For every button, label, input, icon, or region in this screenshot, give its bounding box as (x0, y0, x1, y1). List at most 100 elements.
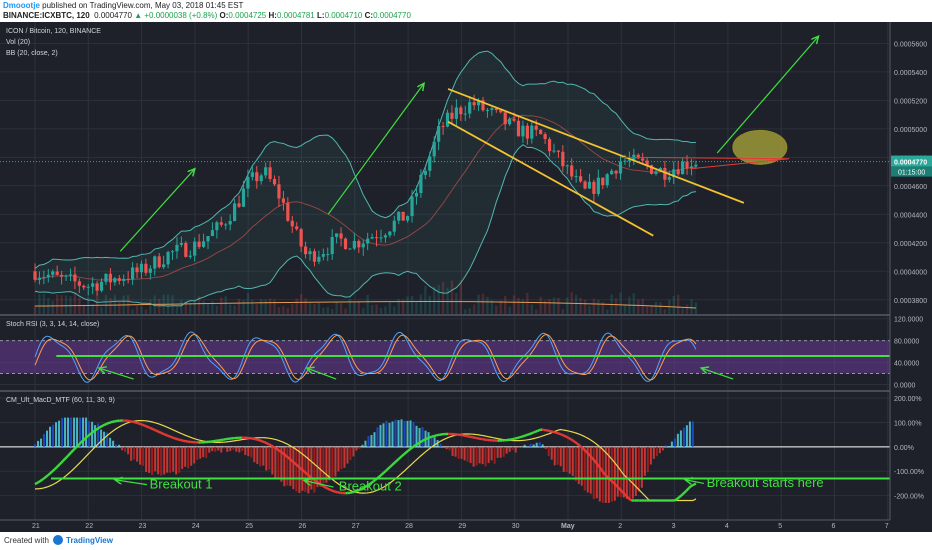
macd-histogram-bar (688, 421, 691, 447)
time-tick-label: 24 (192, 523, 200, 530)
bb-upper (34, 50, 696, 269)
candle-body (552, 150, 556, 152)
candle (379, 229, 383, 243)
candle-body (441, 126, 445, 128)
volume-bar (60, 295, 63, 314)
macd-histogram-bar (361, 444, 364, 447)
macd-line-segment (303, 470, 307, 474)
candle (228, 214, 232, 231)
author-link[interactable]: Dmoootje (3, 1, 40, 10)
macd-histogram-bar (490, 446, 493, 461)
volume-bar (202, 300, 205, 314)
candle (122, 274, 126, 287)
candle (388, 230, 392, 238)
candle-body (60, 274, 64, 277)
candle (250, 165, 254, 181)
macd-histogram-bar (61, 417, 64, 447)
macd-line-segment (581, 446, 585, 450)
candle-body (574, 176, 578, 178)
macd-histogram-bar (607, 446, 610, 503)
macd-histogram-bar (304, 446, 307, 493)
macd-line-segment (561, 433, 565, 437)
candle-body (73, 274, 77, 282)
volume-bar (406, 296, 409, 314)
macd-line-segment (325, 486, 329, 490)
macd-histogram-bar (556, 446, 559, 465)
volume-bar (508, 306, 511, 314)
candle (170, 250, 175, 260)
volume-bar (104, 294, 108, 314)
volume-bar (588, 306, 591, 314)
candle-body (108, 273, 113, 283)
macd-histogram-bar (109, 437, 112, 447)
macd-histogram-bar (364, 440, 367, 447)
candle-body (206, 236, 210, 242)
macd-line-segment (60, 460, 64, 464)
tradingview-logo-icon[interactable] (53, 535, 63, 545)
stoch-tick-label: 80.0000 (894, 339, 919, 346)
macd-histogram-bar (568, 446, 571, 474)
macd-line-segment (612, 481, 616, 486)
candle-body (219, 222, 223, 225)
macd-histogram-bar (286, 446, 289, 486)
macd-histogram-bar (73, 417, 76, 447)
macd-histogram-bar (358, 446, 361, 449)
macd-histogram-bar (529, 443, 532, 447)
macd-line-segment (150, 427, 153, 430)
macd-line-segment (579, 445, 583, 449)
candle-body (277, 184, 281, 199)
macd-line-segment (141, 423, 145, 427)
macd-histogram-bar (574, 446, 577, 482)
macd-line-segment (65, 454, 69, 459)
candles[interactable] (0, 94, 890, 296)
macd-tick-label: 200.00% (894, 396, 922, 403)
macd-line-segment (166, 434, 170, 438)
volume-bar (681, 308, 684, 314)
candle (578, 168, 583, 184)
macd-line-segment (688, 485, 692, 489)
macd-line-segment (328, 488, 332, 492)
volume-bar (393, 306, 396, 314)
candle (206, 235, 210, 250)
candle-body (596, 177, 600, 194)
candle (157, 252, 161, 269)
macd-histogram-bar (292, 446, 295, 490)
macd-histogram-bar (565, 446, 568, 473)
macd-histogram-bar (433, 437, 436, 447)
macd-line-segment (384, 468, 388, 473)
tradingview-brand[interactable]: TradingView (66, 536, 113, 545)
macd-histogram-bar (211, 446, 214, 452)
macd-histogram-bar (481, 446, 484, 465)
candle-body (259, 175, 263, 182)
volume-bar (477, 294, 480, 314)
macd-line-segment (407, 448, 411, 452)
candle-body (91, 283, 95, 287)
candle (463, 105, 467, 122)
candle-body (51, 271, 55, 275)
volume-bar (441, 281, 445, 314)
macd-line-segment (361, 486, 365, 490)
trading-chart[interactable]: Breakout 1 Breakout 2 Breakout starts here… (0, 22, 932, 532)
candle (521, 120, 525, 143)
macd-line-segment (429, 435, 432, 439)
annotations[interactable]: Breakout 1 Breakout 2 Breakout starts here (99, 36, 824, 494)
macd-histogram-bar (451, 446, 454, 457)
macd-line-segment (686, 486, 691, 491)
candle-body (481, 100, 485, 111)
candle (672, 161, 676, 185)
candle-body (614, 170, 618, 174)
candle (312, 248, 317, 267)
candle (516, 115, 521, 137)
macd-line-segment (63, 456, 68, 460)
candle (139, 260, 144, 279)
candle-body (583, 181, 587, 189)
macd-histogram-bar (307, 446, 310, 494)
macd-histogram-bar (682, 427, 685, 447)
chart-area[interactable]: Breakout 1 Breakout 2 Breakout starts here… (0, 22, 932, 532)
macd-histogram-bar (406, 420, 409, 447)
volume-bar (277, 307, 281, 314)
macd-line-segment (417, 441, 421, 445)
macd-histogram-bar (400, 419, 403, 447)
macd-histogram-bar (496, 446, 499, 458)
macd-histogram-bar (655, 446, 658, 457)
